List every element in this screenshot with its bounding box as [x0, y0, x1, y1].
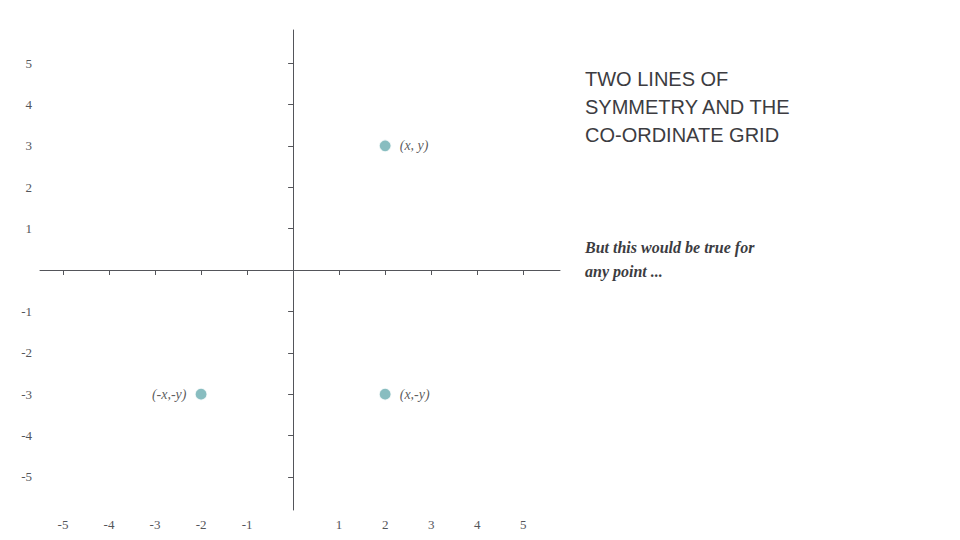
svg-text:3: 3	[428, 517, 435, 532]
svg-text:(x,-y): (x,-y)	[400, 387, 430, 403]
svg-text:-4: -4	[104, 517, 115, 532]
svg-text:-3: -3	[21, 387, 32, 402]
svg-text:4: 4	[474, 517, 481, 532]
svg-text:-3: -3	[150, 517, 161, 532]
svg-text:1: 1	[26, 221, 33, 236]
svg-text:-2: -2	[196, 517, 207, 532]
svg-text:But this would be true for: But this would be true for	[584, 239, 755, 257]
svg-text:-5: -5	[58, 517, 69, 532]
svg-text:5: 5	[26, 56, 33, 71]
svg-text:2: 2	[26, 180, 33, 195]
svg-text:any point ...: any point ...	[585, 263, 663, 281]
svg-text:1: 1	[336, 517, 343, 532]
svg-text:4: 4	[26, 97, 33, 112]
svg-text:-4: -4	[21, 428, 32, 443]
svg-text:SYMMETRY AND THE: SYMMETRY AND THE	[585, 96, 790, 118]
svg-text:5: 5	[520, 517, 527, 532]
svg-text:3: 3	[26, 138, 33, 153]
svg-text:-1: -1	[21, 304, 32, 319]
svg-text:-2: -2	[21, 345, 32, 360]
svg-text:-1: -1	[242, 517, 253, 532]
svg-text:2: 2	[382, 517, 389, 532]
svg-text:(-x,-y): (-x,-y)	[152, 387, 187, 403]
svg-text:(x, y): (x, y)	[400, 138, 429, 154]
svg-text:TWO LINES OF: TWO LINES OF	[585, 68, 728, 90]
svg-text:-5: -5	[21, 469, 32, 484]
svg-text:CO-ORDINATE GRID: CO-ORDINATE GRID	[585, 124, 779, 146]
